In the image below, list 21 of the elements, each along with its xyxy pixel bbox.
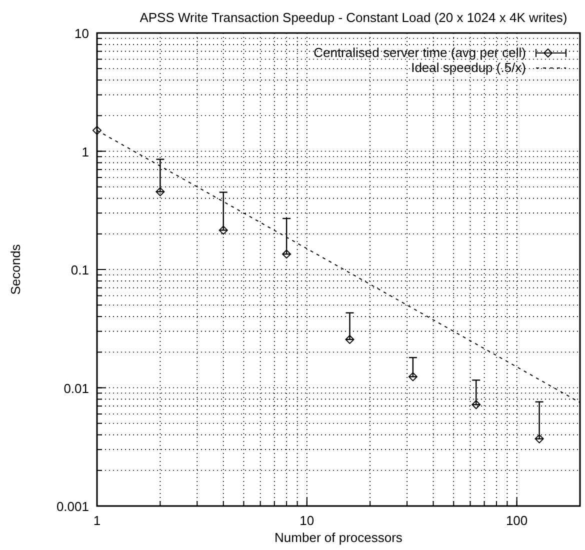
legend-label: Ideal speedup (.5/x) — [411, 60, 526, 75]
legend-label: Centralised server time (avg per cell) — [314, 45, 526, 60]
y-axis-title: Seconds — [8, 244, 23, 295]
chart-title: APSS Write Transaction Speedup - Constant Load (20 x 1024 x 4K writes) — [140, 10, 568, 25]
point — [156, 187, 165, 196]
y-tick-label: 0.01 — [64, 380, 89, 396]
point — [408, 372, 418, 382]
x-axis-title: Number of processors — [274, 530, 403, 545]
x-tick-label: 1 — [93, 513, 101, 528]
point — [282, 250, 292, 259]
point — [92, 126, 102, 135]
x-tick-label: 10 — [300, 513, 314, 528]
point — [472, 400, 481, 410]
y-tick-label: 10 — [74, 26, 89, 41]
y-tick-label: 1 — [82, 144, 89, 160]
point — [345, 334, 354, 344]
point — [218, 226, 228, 235]
y-tick-label: 0.1 — [70, 262, 89, 278]
point — [534, 434, 544, 444]
y-tick-label: 0.001 — [56, 499, 89, 514]
x-tick-label: 100 — [506, 513, 528, 528]
